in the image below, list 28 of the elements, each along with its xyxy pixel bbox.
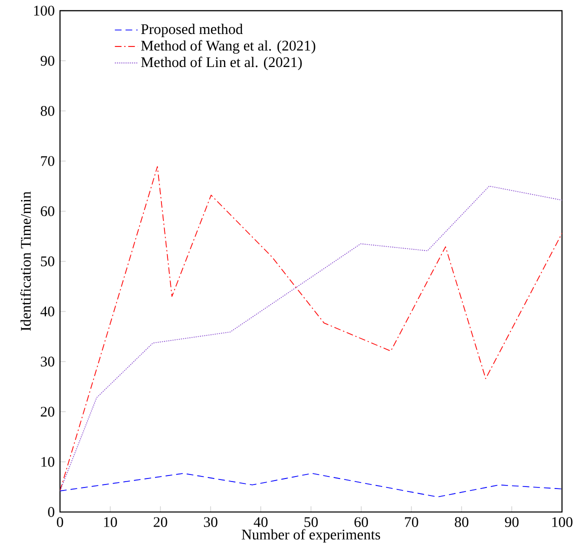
x-tick-label: 70 bbox=[405, 517, 418, 528]
legend-label: Method of Wang et al. (2021) bbox=[141, 40, 316, 54]
y-tick-label: 100 bbox=[34, 6, 54, 16]
x-tick-label: 50 bbox=[304, 517, 318, 528]
x-tick-label: 10 bbox=[104, 517, 117, 528]
x-tick-label: 20 bbox=[154, 517, 168, 528]
legend-label: Proposed method bbox=[141, 24, 243, 38]
x-axis-title: Number of experiments bbox=[242, 529, 380, 543]
legend-label: Method of Lin et al. (2021) bbox=[141, 56, 302, 70]
y-tick-label: 30 bbox=[40, 356, 54, 367]
x-tick-label: 100 bbox=[552, 517, 572, 528]
x-tick-label: 0 bbox=[56, 517, 64, 528]
y-tick-label: 20 bbox=[40, 406, 54, 417]
y-tick-label: 60 bbox=[40, 206, 54, 216]
y-tick-label: 0 bbox=[48, 507, 54, 517]
x-tick-label: 90 bbox=[504, 517, 519, 528]
x-tick-label: 30 bbox=[204, 517, 218, 528]
y-tick-label: 10 bbox=[41, 456, 54, 467]
y-tick-label: 40 bbox=[40, 306, 54, 316]
y-tick-label: 90 bbox=[40, 56, 54, 66]
y-axis-title: Identification Time/min bbox=[20, 192, 31, 331]
x-tick-label: 40 bbox=[254, 517, 268, 528]
y-tick-label: 70 bbox=[41, 156, 54, 166]
x-tick-label: 80 bbox=[454, 517, 468, 528]
line-series bbox=[60, 472, 562, 498]
y-tick-label: 50 bbox=[41, 256, 54, 266]
x-tick-label: 60 bbox=[354, 517, 368, 528]
y-tick-label: 80 bbox=[40, 106, 54, 116]
